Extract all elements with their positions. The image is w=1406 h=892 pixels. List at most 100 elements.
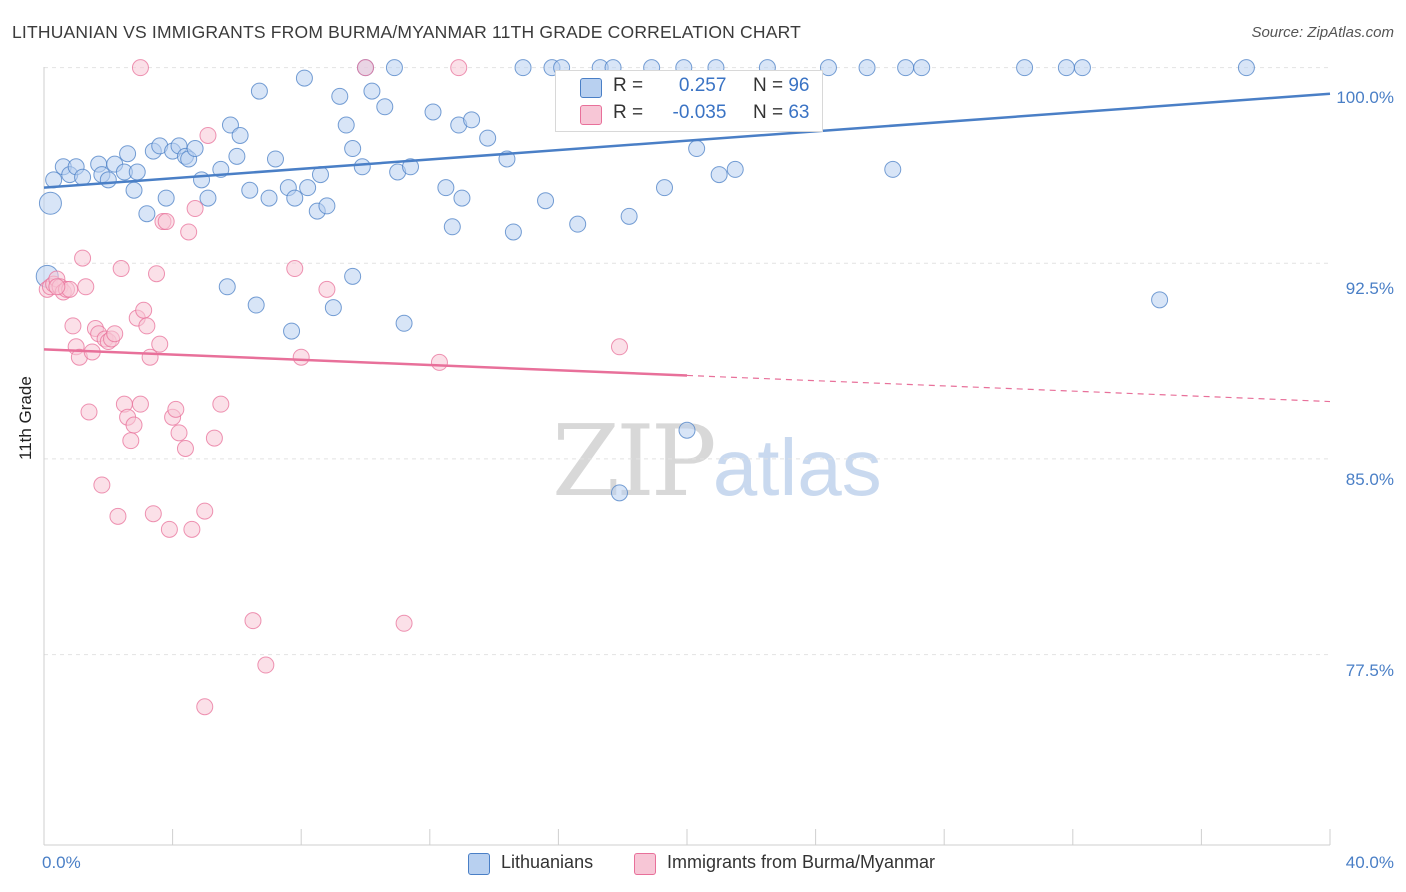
n-label: N = (752, 75, 784, 96)
lithuanian-point (678, 421, 696, 439)
lithuanian-point (1151, 291, 1169, 309)
burma-point (292, 348, 310, 366)
legend-swatch-blue (468, 853, 490, 875)
n-value: 63 (788, 102, 810, 123)
lithuanian-point (228, 147, 246, 165)
lithuanian-point (260, 189, 278, 207)
lithuanian-point (1237, 59, 1255, 77)
lithuanian-point (688, 140, 706, 158)
burma-point (180, 223, 198, 241)
lithuanian-point (1073, 59, 1091, 77)
lithuanian-point (395, 314, 413, 332)
lithuanian-point (913, 59, 931, 77)
burma-point (450, 59, 468, 77)
lithuanian-point (1016, 59, 1034, 77)
burma-point (77, 278, 95, 296)
burma-point (106, 325, 124, 343)
legend-swatch-blue (580, 78, 602, 98)
lithuanian-point (537, 192, 555, 210)
lithuanian-point (157, 189, 175, 207)
lithuanian-point (199, 189, 217, 207)
y-tick-label: 92.5% (1345, 279, 1394, 298)
legend-swatch-pink (634, 853, 656, 875)
lithuanian-point (655, 179, 673, 197)
burma-point (80, 403, 98, 421)
burma-point (48, 278, 66, 296)
lithuanian-point (884, 160, 902, 178)
lithuanian-point (99, 171, 117, 189)
burma-point (196, 698, 214, 716)
lithuanian-point (453, 189, 471, 207)
burma-point (395, 614, 413, 632)
burma-point (144, 505, 162, 523)
legend-text: R = 0.257 N = 96 (613, 75, 809, 97)
burma-point (167, 400, 185, 418)
lithuanian-point (186, 140, 204, 158)
lithuanian-point (504, 223, 522, 241)
lithuanian-point (363, 82, 381, 100)
lithuanian-point (119, 145, 137, 163)
y-tick-label: 100.0% (1336, 88, 1394, 107)
lithuanian-point (463, 111, 481, 129)
lithuanian-point (344, 267, 362, 285)
legend-label: Immigrants from Burma/Myanmar (667, 852, 936, 872)
burma-point (109, 507, 127, 525)
burma-point (186, 200, 204, 218)
chart-title: LITHUANIAN VS IMMIGRANTS FROM BURMA/MYAN… (12, 22, 802, 42)
y-tick-label: 85.0% (1345, 470, 1394, 489)
lithuanian-point (897, 59, 915, 77)
lithuanian-point (128, 163, 146, 181)
burma-point (148, 265, 166, 283)
lithuanian-point (385, 59, 403, 77)
r-value: 0.257 (678, 75, 727, 96)
watermark-atlas: atlas (712, 423, 882, 512)
source-credit: Source: ZipAtlas.com (1251, 24, 1394, 41)
lithuanian-point (193, 171, 211, 189)
lithuanian-point (514, 59, 532, 77)
r-label: R = (613, 102, 644, 123)
lithuanian-point (344, 140, 362, 158)
burma-trendline (43, 348, 688, 377)
burma-trendline-extension (686, 374, 1331, 403)
x-tick-label: 0.0% (42, 853, 81, 872)
burma-point (125, 416, 143, 434)
lithuanian-point (218, 278, 236, 296)
burma-point (176, 440, 194, 457)
lithuanian-point (286, 189, 304, 207)
burma-point (131, 395, 149, 413)
lithuanian-point (125, 181, 143, 199)
burma-point (286, 260, 304, 278)
x-tick-label: 40.0% (1345, 853, 1394, 872)
lithuanian-point (295, 69, 313, 87)
burma-point (257, 656, 275, 674)
lithuanian-point (74, 168, 92, 186)
lithuanian-point (138, 205, 156, 223)
lithuanian-point (299, 179, 317, 197)
lithuanian-point (858, 59, 876, 77)
burma-point (74, 249, 92, 267)
lithuanian-point (620, 207, 638, 225)
lithuanian-point (376, 98, 394, 116)
burma-point (199, 126, 217, 144)
burma-point (318, 280, 336, 298)
lithuanian-point (710, 166, 728, 184)
lithuanian-point (38, 191, 62, 215)
lithuanian-point (569, 215, 587, 233)
lithuanian-point (424, 103, 442, 121)
burma-point (135, 301, 153, 319)
n-label: N = (752, 102, 784, 123)
lithuanian-point (610, 484, 628, 502)
burma-point (205, 429, 223, 447)
burma-point (244, 612, 262, 630)
lithuanian-point (726, 160, 744, 178)
burma-point (138, 317, 156, 335)
burma-point (196, 502, 214, 520)
lithuanian-point (221, 116, 239, 134)
legend-text: R = -0.035 N = 63 (613, 102, 809, 124)
y-tick-label: 77.5% (1345, 661, 1394, 680)
lithuanian-point (241, 181, 259, 199)
lithuanian-point (819, 59, 837, 77)
lithuanian-point (437, 179, 455, 197)
burma-point (93, 476, 111, 494)
lithuanian-point (443, 218, 461, 236)
